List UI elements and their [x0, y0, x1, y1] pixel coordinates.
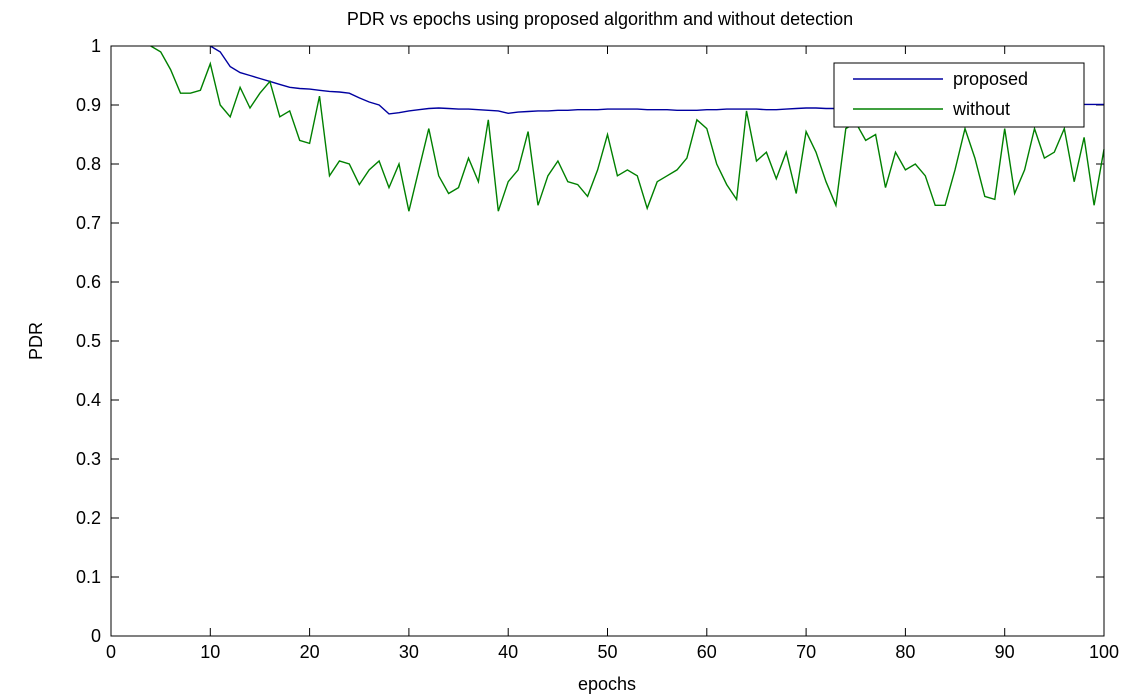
x-tick-label: 20 [300, 642, 320, 662]
x-tick-label: 80 [895, 642, 915, 662]
x-axis-ticks: 0 10 20 30 40 50 60 70 80 90 100 [106, 46, 1119, 662]
y-tick-label: 0.2 [76, 508, 101, 528]
y-tick-label: 0.9 [76, 95, 101, 115]
chart-title: PDR vs epochs using proposed algorithm a… [347, 9, 853, 29]
plot-area-frame [110, 45, 1105, 637]
x-tick-label: 100 [1089, 642, 1119, 662]
y-tick-label: 0.6 [76, 272, 101, 292]
y-tick-label: 0.8 [76, 154, 101, 174]
y-tick-label: 0.7 [76, 213, 101, 233]
x-tick-label: 10 [200, 642, 220, 662]
y-axis-ticks: 0 0.1 0.2 0.3 0.4 0.5 0.6 0.7 0.8 0.9 1 [76, 36, 1104, 646]
x-tick-label: 40 [498, 642, 518, 662]
y-tick-label: 0 [91, 626, 101, 646]
x-tick-label: 50 [597, 642, 617, 662]
y-tick-label: 1 [91, 36, 101, 56]
y-tick-label: 0.3 [76, 449, 101, 469]
y-tick-label: 0.4 [76, 390, 101, 410]
y-axis-label: PDR [26, 322, 46, 360]
x-tick-label: 90 [995, 642, 1015, 662]
legend-label-without: without [952, 99, 1010, 119]
y-tick-label: 0.5 [76, 331, 101, 351]
legend-label-proposed: proposed [953, 69, 1028, 89]
legend: proposed without [833, 62, 1085, 128]
series-line-without [150, 45, 1105, 212]
x-axis-label: epochs [578, 674, 636, 694]
y-tick-label: 0.1 [76, 567, 101, 587]
x-tick-label: 70 [796, 642, 816, 662]
x-tick-label: 60 [697, 642, 717, 662]
x-tick-label: 0 [106, 642, 116, 662]
legend-box [833, 62, 1085, 128]
x-tick-label: 30 [399, 642, 419, 662]
